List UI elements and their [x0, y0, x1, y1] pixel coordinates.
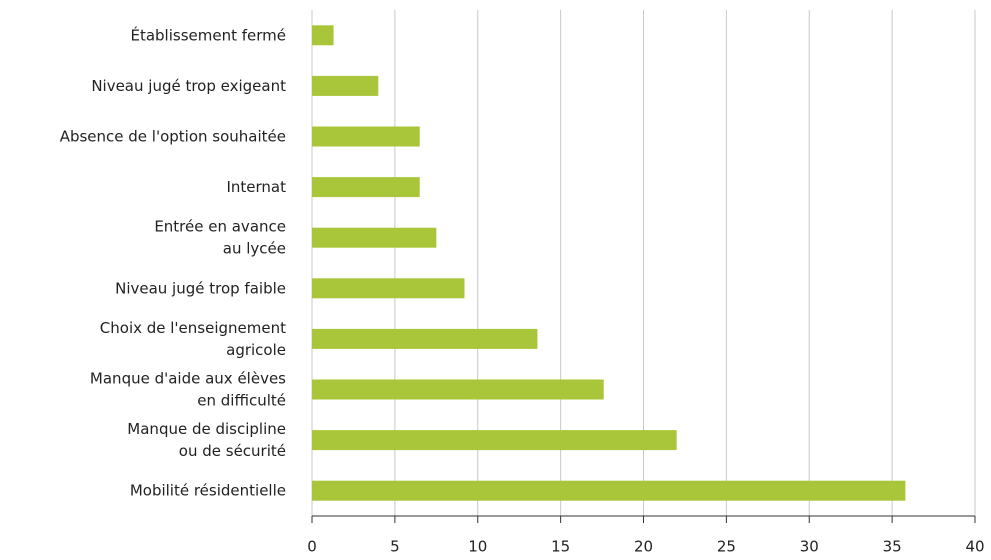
bar	[312, 328, 538, 349]
bar	[312, 278, 465, 299]
y-tick-label: Internat	[226, 178, 286, 196]
x-tick-label: 15	[551, 538, 570, 556]
bar	[312, 75, 379, 96]
bar	[312, 379, 604, 400]
y-tick-label: Niveau jugé trop faible	[115, 279, 286, 297]
x-tick-label: 25	[717, 538, 736, 556]
y-tick-label: Établissement fermé	[130, 25, 286, 44]
x-tick-label: 0	[307, 538, 317, 556]
x-tick-label: 10	[468, 538, 487, 556]
y-tick-label: Choix de l'enseignement agricole	[100, 318, 286, 358]
y-tick-label: Entrée en avance au lycée	[154, 217, 286, 257]
bar	[312, 126, 420, 147]
y-tick-label: Manque de discipline ou de sécurité	[127, 420, 286, 460]
y-tick-label: Absence de l'option souhaitée	[60, 127, 286, 145]
bar	[312, 177, 420, 198]
x-tick-label: 5	[390, 538, 400, 556]
bar	[312, 430, 677, 451]
y-tick-label: Niveau jugé trop exigeant	[91, 76, 286, 94]
x-tick-label: 30	[800, 538, 819, 556]
bar	[312, 480, 906, 501]
x-tick-label: 20	[634, 538, 653, 556]
y-tick-label: Manque d'aide aux élèves en difficulté	[90, 369, 286, 409]
bar	[312, 25, 334, 46]
y-tick-label: Mobilité résidentielle	[130, 481, 286, 499]
bar	[312, 227, 437, 248]
x-tick-label: 35	[883, 538, 902, 556]
x-tick-label: 40	[965, 538, 984, 556]
